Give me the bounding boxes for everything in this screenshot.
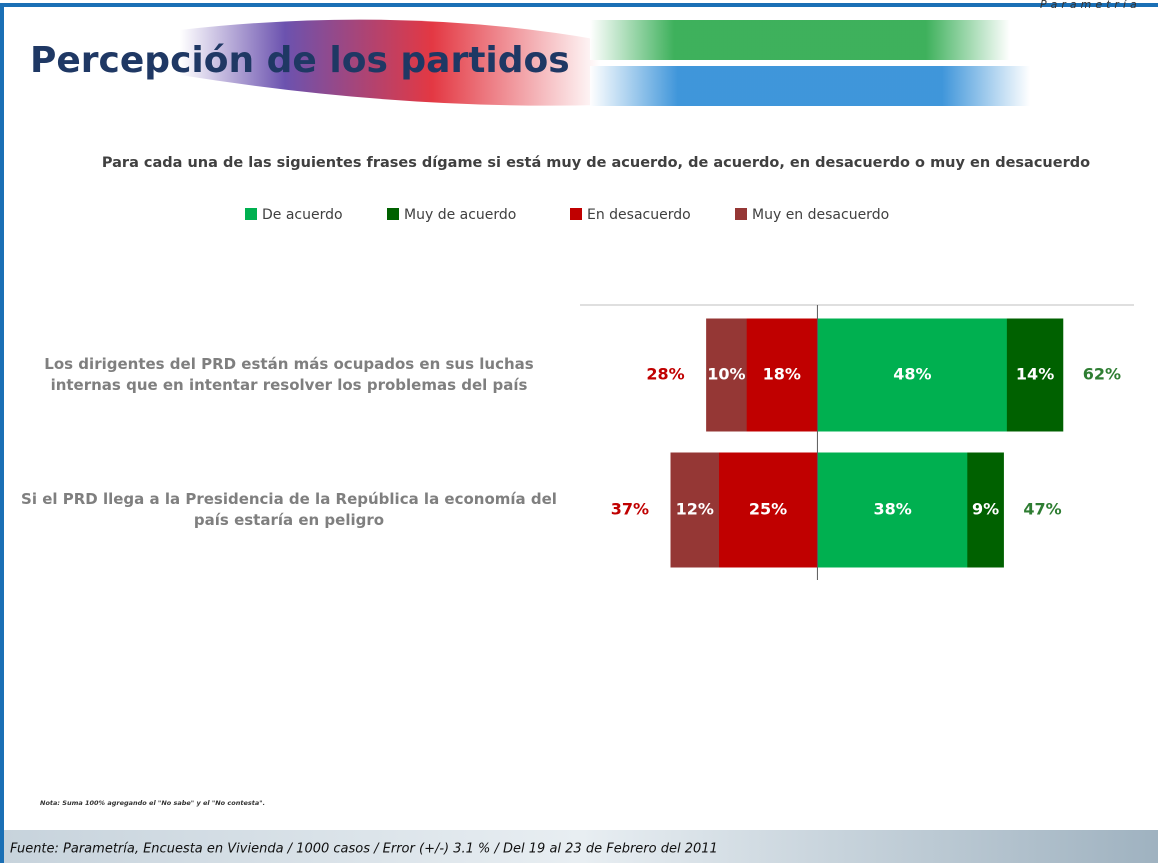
- legend-swatch: [387, 208, 399, 220]
- legend-label: En desacuerdo: [587, 207, 691, 223]
- legend-label: Muy de acuerdo: [404, 207, 516, 223]
- brand: Parametría: [1040, 0, 1141, 11]
- value-label: 18%: [763, 365, 801, 384]
- total-label: 37%: [611, 500, 649, 519]
- legend-label: Muy en desacuerdo: [752, 207, 889, 223]
- canvas: Parametría Percepción de los partidos Pa…: [0, 0, 1158, 863]
- note: Nota: Suma 100% agregando el "No sabe" y…: [40, 799, 265, 807]
- title: Percepción de los partidos: [30, 40, 570, 81]
- frame: [2, 5, 1158, 863]
- swoosh: [590, 66, 1030, 106]
- value-label: 38%: [873, 500, 911, 519]
- category-label: Si el PRD llega a la Presidencia de la R…: [8, 489, 570, 531]
- source: Fuente: Parametría, Encuesta en Vivienda…: [10, 842, 718, 857]
- total-label: 62%: [1083, 365, 1121, 384]
- value-label: 14%: [1016, 365, 1054, 384]
- value-label: 25%: [749, 500, 787, 519]
- value-label: 12%: [676, 500, 714, 519]
- value-label: 10%: [707, 365, 745, 384]
- total-label: 47%: [1023, 500, 1061, 519]
- legend-label: De acuerdo: [262, 207, 343, 223]
- slide: {"header": {"brand": "Parametría", "titl…: [0, 0, 1158, 863]
- legend-swatch: [245, 208, 257, 220]
- value-label: 9%: [972, 500, 999, 519]
- swoosh: [590, 20, 1010, 60]
- total-label: 28%: [646, 365, 684, 384]
- category-label: Los dirigentes del PRD están más ocupado…: [8, 354, 570, 396]
- subtitle: Para cada una de las siguientes frases d…: [102, 155, 1090, 171]
- legend-swatch: [735, 208, 747, 220]
- legend-swatch: [570, 208, 582, 220]
- value-label: 48%: [893, 365, 931, 384]
